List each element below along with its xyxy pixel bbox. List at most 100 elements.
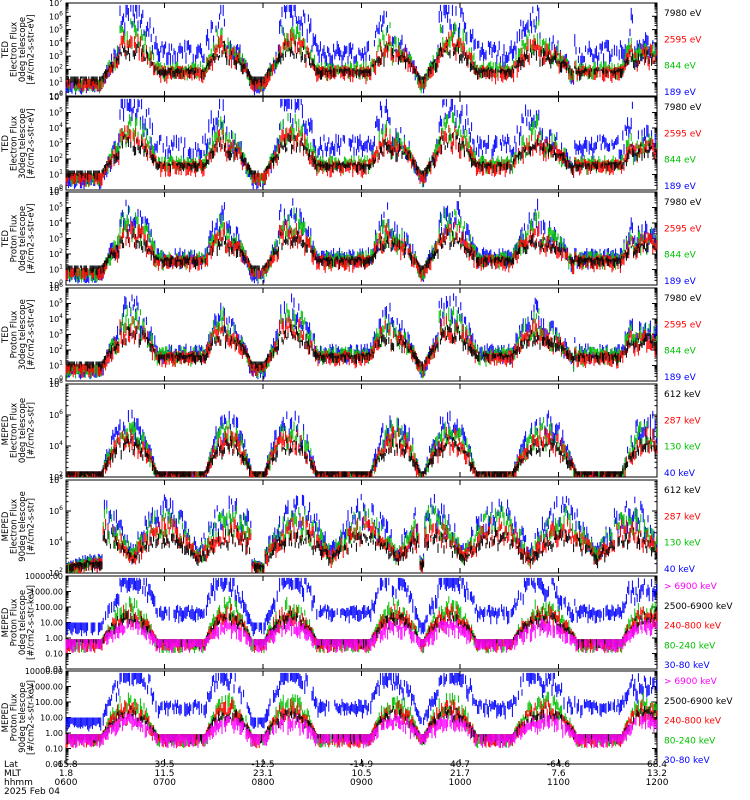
series-trace [65, 132, 657, 180]
legend-entry: 30-80 keV [664, 661, 710, 671]
y-axis-label: [#/cm2-s-str-eV] [27, 108, 37, 178]
trace-path [65, 324, 657, 372]
trace-path [66, 577, 657, 637]
y-tick-label: 106 [49, 409, 63, 420]
y-tick-label: 106 [49, 186, 63, 197]
y-tick-label: 105 [49, 202, 63, 213]
trace-path [65, 293, 657, 380]
y-tick-label: 104 [49, 217, 63, 228]
y-axis-label: MEPED [1, 702, 11, 732]
x-tick-label-lat: 68.4 [647, 760, 667, 770]
series-trace [65, 293, 657, 380]
legend-entry: 2595 eV [664, 129, 702, 139]
y-tick-label: 100 [49, 279, 63, 290]
y-tick-label: 104 [49, 37, 63, 48]
y-tick-label: 105 [49, 298, 63, 309]
x-row-label: Lat [4, 760, 19, 770]
legend-entry: > 6900 keV [664, 677, 718, 687]
series-trace [65, 206, 657, 283]
legend-entry: 2595 eV [664, 320, 702, 330]
y-tick-label: 1000.00 [30, 683, 63, 692]
series-trace [65, 324, 657, 372]
trace-path [65, 132, 657, 180]
y-axis-label: TED [1, 229, 11, 248]
y-axis-label: MEPED [1, 511, 11, 541]
trace-path [65, 527, 657, 573]
legend-entry: 2595 eV [664, 35, 702, 45]
legend-entry: 189 eV [664, 88, 697, 98]
trace-path [65, 4, 657, 96]
y-axis-label: 0deg telescope [18, 398, 28, 463]
legend-entry: 844 eV [664, 62, 697, 72]
y-tick-label: 0.10 [45, 745, 63, 754]
y-tick-label: 0.10 [45, 650, 63, 659]
y-axis-label: 0deg telescope [18, 17, 28, 82]
x-tick-label-hhmm: 0800 [252, 778, 275, 788]
legend-entry: 40 keV [664, 565, 696, 575]
trace-path [65, 206, 657, 283]
x-tick-label-mlt: 11.5 [154, 769, 174, 779]
y-axis-label: [#/cm2-s-str] [27, 498, 37, 555]
y-tick-label: 103 [49, 329, 63, 340]
y-tick-label: 101 [49, 169, 63, 180]
y-axis-label: Electron Flux [10, 403, 20, 458]
y-axis-label: 30deg telescope [18, 299, 28, 370]
legend-entry: 130 keV [664, 443, 701, 453]
y-axis-label: [#/cm2-s-str-eV] [27, 299, 37, 369]
legend-entry: 30-80 keV [664, 756, 710, 766]
y-tick-label: 102 [49, 567, 63, 578]
y-tick-label: 103 [49, 138, 63, 149]
y-axis-label: Proton Flux [10, 311, 20, 359]
x-tick-label-mlt: 1.8 [59, 769, 74, 779]
y-axis-label: Electron Flux [10, 22, 20, 77]
y-tick-label: 10.00 [40, 619, 63, 628]
y-tick-label: 102 [49, 63, 63, 74]
series-trace [65, 527, 657, 573]
legend-entry: 2500-6900 keV [664, 602, 733, 612]
y-tick-label: 108 [49, 378, 63, 389]
series-trace [65, 618, 657, 654]
y-tick-label: 105 [49, 107, 63, 118]
y-tick-label: 100 [49, 90, 63, 101]
x-tick-label-hhmm: 0900 [350, 778, 373, 788]
x-tick-label-mlt: 21.7 [450, 769, 470, 779]
panel-7: 0.01 0.10 1.00 10.00 100.00 1000.00 10000.00 ME… [1, 572, 733, 674]
y-tick-label: 104 [49, 536, 63, 547]
trace-path [65, 713, 657, 749]
y-axis-label: 90deg telescope [18, 491, 28, 562]
y-tick-label: 101 [49, 360, 63, 371]
y-tick-label: 100.00 [35, 603, 63, 612]
legend-entry: 130 keV [664, 539, 701, 549]
y-axis-label: TED [1, 325, 11, 344]
x-tick-label-mlt: 10.5 [351, 769, 371, 779]
y-axis-label: [#/cm2-s-str-keV] [27, 680, 37, 755]
panel-frame [65, 287, 658, 382]
y-tick-label: 102 [49, 248, 63, 259]
y-tick-label: 1.00 [45, 729, 63, 738]
series-trace [65, 39, 657, 87]
y-tick-label: 100 [49, 184, 63, 195]
x-tick-label-lat: 40.7 [450, 760, 470, 770]
y-tick-label: 102 [49, 471, 63, 482]
y-axis-label: TED [1, 40, 11, 59]
legend-entry: > 6900 keV [664, 582, 718, 592]
legend-entry: 7980 eV [664, 198, 702, 208]
x-row-label: MLT [4, 769, 22, 779]
trace-path [65, 228, 657, 276]
trace-path [67, 18, 656, 94]
legend-entry: 287 keV [664, 416, 701, 426]
x-tick-label-hhmm: 1200 [646, 778, 669, 788]
y-tick-label: 102 [49, 153, 63, 164]
y-tick-label: 1000.00 [30, 588, 63, 597]
y-axis-label: [#/cm2-s-str-eV] [27, 14, 37, 84]
legend-entry: 612 keV [664, 486, 701, 496]
trace-path [65, 198, 656, 284]
legend-entry: 844 eV [664, 156, 697, 166]
x-tick-label-mlt: 23.1 [253, 769, 273, 779]
y-tick-label: 101 [49, 264, 63, 275]
